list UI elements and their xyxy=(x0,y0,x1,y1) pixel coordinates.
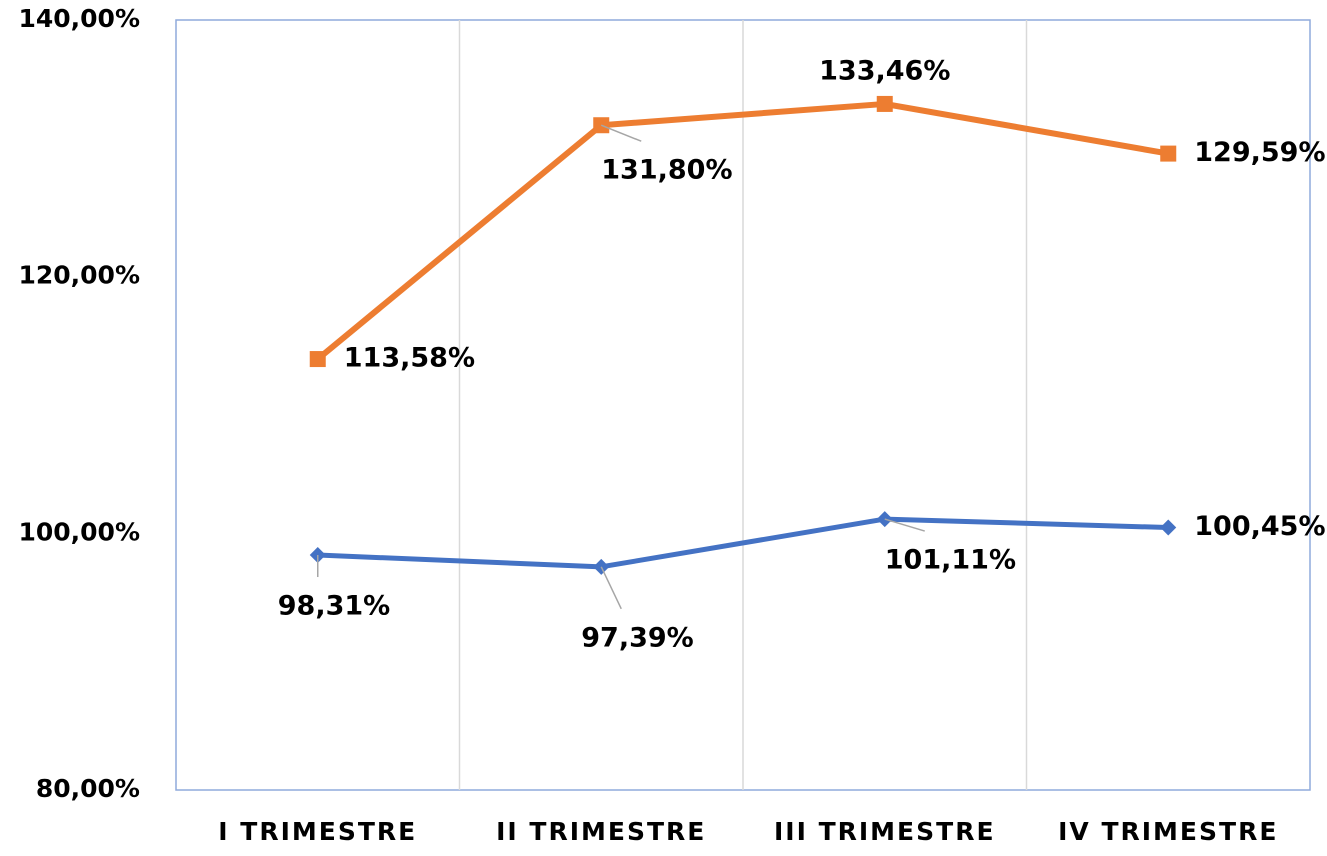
line xyxy=(317,516,1169,570)
data-label: 97,39% xyxy=(581,622,693,653)
marker xyxy=(1160,519,1177,536)
y-tick-label: 120,00% xyxy=(18,261,140,290)
x-tick-label: I TRIMESTRE xyxy=(218,817,417,846)
leader-line xyxy=(600,566,622,610)
marker xyxy=(876,95,893,112)
data-label: 100,45% xyxy=(1194,511,1325,542)
data-label: 101,11% xyxy=(885,545,1016,576)
data-label: 98,31% xyxy=(278,591,390,622)
x-tick-label: IV TRIMESTRE xyxy=(1058,817,1278,846)
leader-line xyxy=(600,124,642,142)
x-tick-label: III TRIMESTRE xyxy=(774,817,996,846)
leader-line xyxy=(884,518,925,532)
x-tick-label: II TRIMESTRE xyxy=(496,817,706,846)
marker xyxy=(309,351,326,368)
marker xyxy=(1160,145,1177,162)
line xyxy=(315,100,1169,362)
y-tick-label: 140,00% xyxy=(18,4,140,33)
y-tick-label: 80,00% xyxy=(36,774,140,803)
data-label: 129,59% xyxy=(1194,137,1325,168)
data-label: 113,58% xyxy=(344,343,475,374)
data-label: 131,80% xyxy=(601,155,732,186)
y-tick-label: 100,00% xyxy=(18,517,140,546)
data-label: 133,46% xyxy=(819,55,950,86)
